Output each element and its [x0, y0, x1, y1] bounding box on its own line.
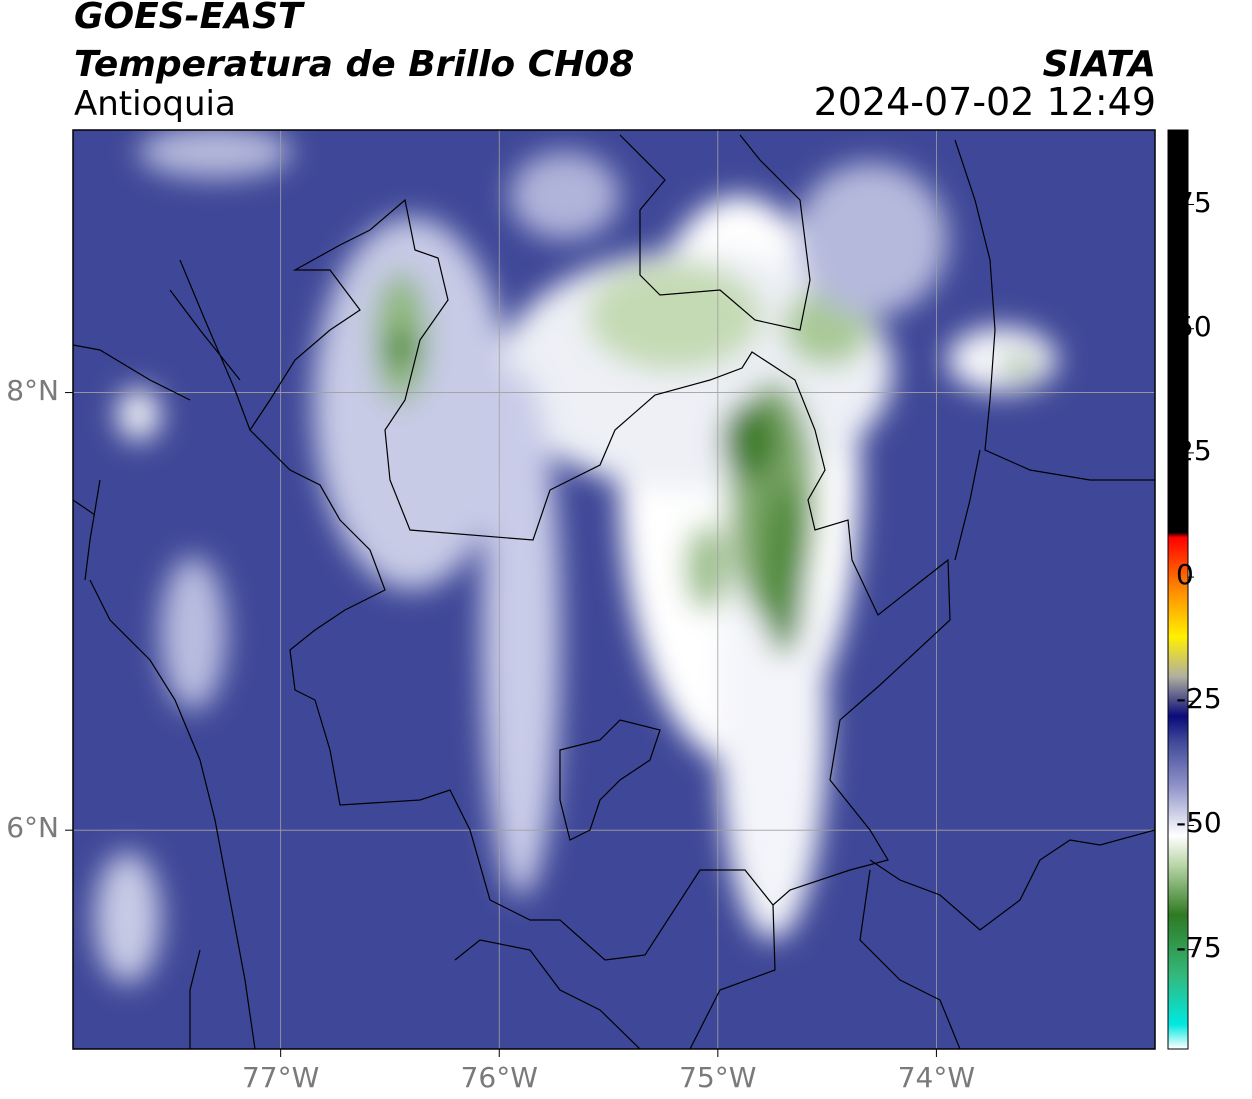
cloud-blob-19 [138, 130, 292, 179]
x-tick-marks [280, 1049, 937, 1057]
cloud-blob-4 [722, 401, 780, 481]
cloud-blob-5 [761, 480, 806, 656]
map-frame [72, 129, 1156, 1050]
x-tick-label: 74°W [897, 1061, 976, 1094]
cloud-blob-13 [947, 326, 1057, 393]
dept-border-east [954, 139, 1155, 561]
satellite-title: GOES-EAST [74, 0, 303, 37]
region-label: Antioquia [74, 84, 236, 124]
dept-border-west [73, 344, 201, 1049]
cloud-blob-18 [794, 162, 948, 316]
cloud-blob-14 [1001, 355, 1037, 378]
coastline [84, 259, 256, 1049]
colorbar-tick-label: -25 [1176, 682, 1222, 716]
dept-border-south [454, 829, 1155, 1049]
timestamp-label: 2024-07-02 12:49 [813, 80, 1156, 124]
cloud-blob-17 [94, 852, 161, 984]
x-tick-label: 76°W [460, 1061, 538, 1094]
x-tick-label: 77°W [241, 1061, 320, 1094]
cloud-blob-16 [160, 556, 227, 710]
colorbar-tick-label: 0 [1176, 558, 1194, 592]
y-tick-label: 6°N [6, 811, 59, 845]
colorbar-tick-label: 50 [1176, 309, 1212, 343]
colorbar-tick-marks [1188, 204, 1194, 951]
colorbar [1167, 129, 1189, 1050]
y-tick-marks [65, 392, 73, 831]
colorbar-tick-label: -75 [1176, 930, 1222, 964]
antioquia-border [249, 198, 951, 961]
gridlines [73, 130, 1155, 1049]
cloud-blob-15 [116, 388, 161, 441]
organization-label: SIATA [1042, 44, 1156, 85]
dept-border-north [619, 134, 811, 331]
product-title: Temperatura de Brillo CH08 [74, 44, 635, 85]
colorbar-tick-label: -50 [1176, 806, 1222, 840]
colorbar-tick-label: 25 [1176, 433, 1212, 467]
cloud-blob-6 [685, 523, 729, 612]
cloud-blob-7 [586, 261, 762, 371]
colorbar-tick-label: 75 [1176, 185, 1212, 219]
cloud-blob-20 [510, 151, 620, 240]
cloud-blob-9 [313, 217, 511, 590]
cloud-blob-12 [481, 370, 561, 896]
x-tick-label: 75°W [679, 1061, 757, 1094]
cloud-blob-11 [387, 331, 414, 367]
political-borders [73, 134, 1155, 1049]
y-tick-label: 8°N [6, 373, 59, 407]
municipality-borders [559, 719, 661, 841]
